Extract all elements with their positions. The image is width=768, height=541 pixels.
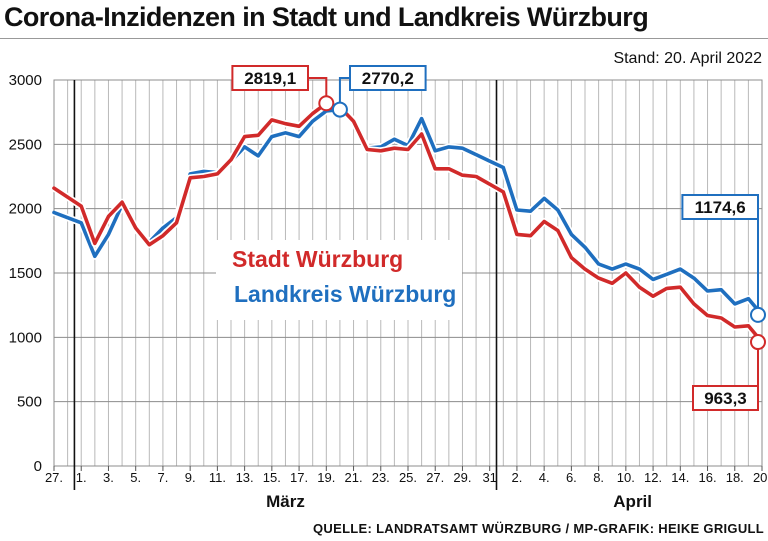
- month-label: März: [266, 492, 305, 511]
- x-tick-label: 5.: [130, 470, 141, 485]
- x-tick-label: 27.: [426, 470, 444, 485]
- x-tick-label: 17.: [290, 470, 308, 485]
- x-tick-label: 8.: [593, 470, 604, 485]
- x-tick-label: 14.: [671, 470, 689, 485]
- end-label-stadt-box: [692, 385, 759, 411]
- x-tick-label: 23.: [372, 470, 390, 485]
- legend-entry: Landkreis Würzburg: [234, 281, 456, 307]
- legend-entry: Stadt Würzburg: [232, 246, 403, 272]
- x-tick-label: 29.: [453, 470, 471, 485]
- x-tick-label: 31: [482, 470, 496, 485]
- title-divider: [0, 38, 768, 39]
- peak-label-landkreis: 2770,2: [362, 69, 414, 88]
- end-label-landkreis: 1174,6: [695, 198, 746, 217]
- x-tick-label: 7.: [158, 470, 169, 485]
- y-tick-label: 3000: [9, 72, 42, 89]
- x-tick-label: 11.: [209, 470, 226, 485]
- x-tick-label: 12.: [644, 470, 662, 485]
- chart-title: Corona-Inzidenzen in Stadt und Landkreis…: [4, 2, 649, 32]
- series-line-stadt: [52, 101, 764, 344]
- legend: Stadt Würzburg Landkreis Würzburg: [216, 240, 462, 320]
- source-note: QUELLE: LANDRATSAMT WÜRZBURG / MP-GRAFIK…: [313, 521, 764, 536]
- x-tick-label: 16.: [698, 470, 716, 485]
- peak-label-landkreis-box: [349, 65, 427, 91]
- x-tick-label: 10.: [617, 470, 635, 485]
- end-marker-stadt: [750, 334, 766, 351]
- x-tick-label: 9.: [185, 470, 196, 485]
- x-tick-label: 18.: [726, 470, 744, 485]
- x-tick-label: 19.: [317, 470, 335, 485]
- x-tick-label: 1.: [76, 470, 87, 485]
- y-tick-label: 0: [34, 458, 42, 475]
- x-tick-label: 27.: [45, 470, 63, 485]
- x-tick-label: 6.: [566, 470, 577, 485]
- callout-leader: [338, 77, 350, 103]
- end-marker-landkreis: [750, 306, 766, 323]
- x-tick-label: 25.: [399, 470, 417, 485]
- y-tick-label: 2000: [9, 201, 42, 218]
- x-tick-label: 20.: [753, 470, 768, 485]
- x-tick-label: 2.: [512, 470, 523, 485]
- x-tick-label: 3.: [103, 470, 114, 485]
- legend-background: [216, 240, 462, 320]
- end-label-landkreis-box: [681, 194, 760, 220]
- y-tick-label: 2500: [9, 136, 42, 153]
- month-label: April: [613, 492, 652, 511]
- peak-marker-landkreis: [331, 101, 348, 118]
- axes: 0 500 1000 1500 2000 2500 3000 27. 1. 3. 5. 7. 9. 11.…: [9, 72, 768, 511]
- y-tick-label: 500: [17, 394, 42, 411]
- callout-leader: [308, 77, 328, 97]
- peak-marker-stadt: [318, 95, 335, 112]
- x-tick-label: 13.: [236, 470, 254, 485]
- x-tick-label: 15.: [263, 470, 281, 485]
- x-tick-label: 21.: [344, 470, 362, 485]
- end-label-stadt: 963,3: [704, 389, 747, 408]
- stand-date: Stand: 20. April 2022: [613, 50, 762, 67]
- peak-label-stadt: 2819,1: [244, 69, 296, 88]
- series: [52, 99, 765, 345]
- value-labels: 2819,1 2770,2 1174,6 963,3: [231, 65, 766, 411]
- x-tick-label: 4.: [539, 470, 550, 485]
- y-tick-label: 1000: [9, 329, 42, 346]
- y-tick-label: 1500: [9, 265, 42, 282]
